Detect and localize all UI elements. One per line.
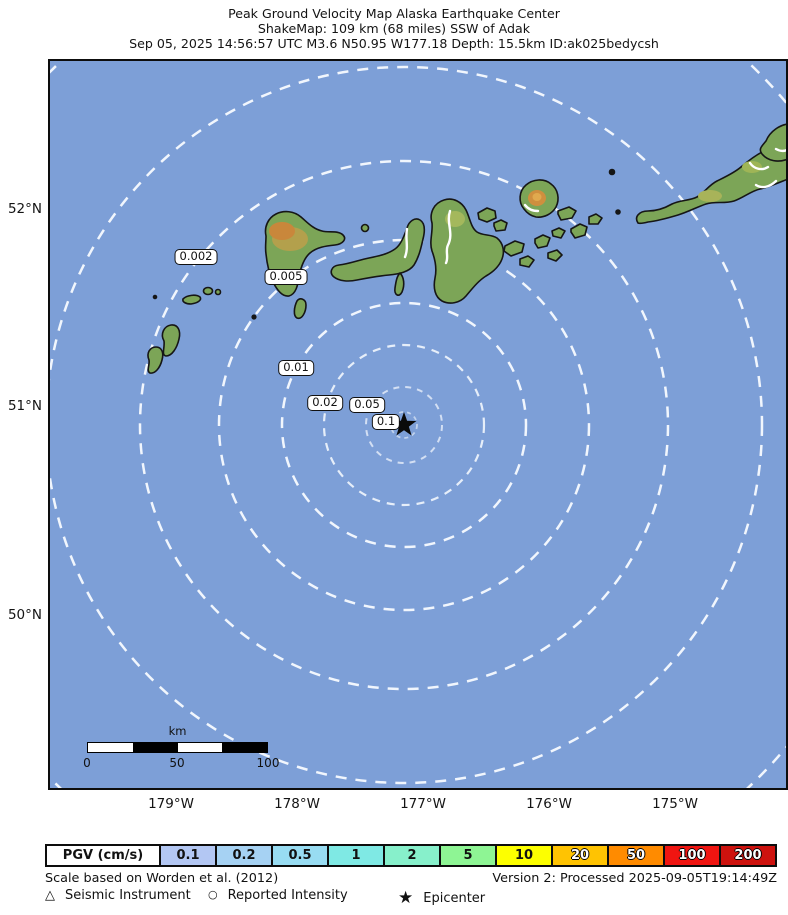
map-subtitle: ShakeMap: 109 km (68 miles) SSW of Adak <box>257 21 531 36</box>
island <box>202 286 214 296</box>
y-axis-tick-label: 52°N <box>7 201 42 217</box>
glacier-line <box>754 179 778 189</box>
map-canvas: 0.1 0.05 0.02 0.01 0.005 0.002 km 0 50 100 <box>48 59 788 790</box>
scale-bar <box>87 742 268 753</box>
island <box>519 255 535 268</box>
islet <box>152 294 158 300</box>
legend-title-cell: PGV (cm/s) <box>47 846 159 865</box>
pgv-contour-circle <box>50 61 786 788</box>
islet <box>360 223 370 233</box>
scalebar-unit-label: km <box>168 724 187 738</box>
scale-reference-note: Scale based on Worden et al. (2012) <box>45 871 279 886</box>
island <box>147 346 164 374</box>
epicenter-star <box>391 412 417 436</box>
pgv-legend-bar: PGV (cm/s) 0.1 0.2 0.5 1 2 5 10 20 50 100 200 <box>45 844 777 867</box>
island-corner <box>759 123 786 162</box>
x-axis-tick-label: 175°W <box>652 796 698 812</box>
island <box>293 298 307 320</box>
y-axis-tick-label: 50°N <box>7 607 42 623</box>
legend-bin: 10 <box>495 846 551 865</box>
pgv-contour-circle <box>322 343 486 507</box>
star-icon: ★ <box>398 888 414 908</box>
pgv-contours-layer <box>50 61 786 788</box>
island <box>547 249 563 262</box>
islet <box>608 168 616 176</box>
terrain-highland <box>269 222 295 240</box>
x-axis-tick-label: 177°W <box>400 796 446 812</box>
island <box>161 324 181 357</box>
legend-bin: 20 <box>551 846 607 865</box>
island <box>394 272 405 296</box>
terrain-highland <box>698 190 722 202</box>
scalebar-segment <box>177 743 223 752</box>
island <box>551 227 566 239</box>
island <box>493 219 508 232</box>
legend-bin: 1 <box>327 846 383 865</box>
glacier-line <box>403 227 409 259</box>
circle-icon: ○ <box>208 888 218 901</box>
legend-bin: 0.5 <box>271 846 327 865</box>
glacier-line <box>523 203 540 213</box>
map-graphics <box>50 61 786 788</box>
pgv-contour-circle <box>365 386 443 464</box>
island-kanaga <box>330 218 426 282</box>
legend-bin: 50 <box>607 846 663 865</box>
contour-value-label: 0.002 <box>174 249 218 265</box>
scalebar-tick-50: 50 <box>169 756 185 770</box>
legend-marker-reported: ○ Reported Intensity <box>208 888 348 903</box>
terrain-highland <box>532 193 542 201</box>
contour-value-label: 0.005 <box>264 269 308 285</box>
x-axis-tick-label: 176°W <box>526 796 572 812</box>
island <box>503 240 525 257</box>
scalebar-segment <box>132 743 178 752</box>
island <box>477 207 497 223</box>
islet <box>615 209 621 215</box>
legend-marker-seismic: △ Seismic Instrument <box>45 888 191 903</box>
pgv-contour-circle <box>50 65 764 785</box>
version-note: Version 2: Processed 2025-09-05T19:14:49… <box>492 871 777 886</box>
x-axis-tick-label: 179°W <box>148 796 194 812</box>
legend-bin: 2 <box>383 846 439 865</box>
legend-bin: 0.1 <box>159 846 215 865</box>
legend-bin: 0.2 <box>215 846 271 865</box>
marker-label: Seismic Instrument <box>65 888 191 903</box>
island <box>570 223 588 239</box>
contour-value-label: 0.01 <box>278 360 314 376</box>
map-title: Peak Ground Velocity Map Alaska Earthqua… <box>228 6 560 21</box>
contour-value-label: 0.05 <box>349 397 385 413</box>
x-axis-tick-label: 178°W <box>274 796 320 812</box>
scalebar-tick-100: 100 <box>256 756 280 770</box>
legend-bin: 100 <box>663 846 719 865</box>
event-info: Sep 05, 2025 14:56:57 UTC M3.6 N50.95 W1… <box>129 36 659 51</box>
scalebar-segment <box>88 743 133 752</box>
triangle-icon: △ <box>45 888 55 903</box>
title-block: Peak Ground Velocity Map Alaska Earthqua… <box>24 6 764 51</box>
marker-label: Reported Intensity <box>227 888 348 903</box>
legend-marker-epicenter: ★ Epicenter <box>398 888 485 908</box>
pgv-contour-circle <box>280 301 528 549</box>
pgv-contour-circle <box>138 159 670 691</box>
glacier-line <box>774 147 786 153</box>
pgv-contour-circle <box>217 238 591 612</box>
island <box>557 206 577 221</box>
islet <box>251 314 257 320</box>
legend-bin: 5 <box>439 846 495 865</box>
contour-value-label: 0.1 <box>371 414 401 430</box>
island <box>214 288 222 296</box>
scalebar-segment <box>222 743 267 752</box>
islands-layer <box>147 123 786 374</box>
island <box>534 234 551 249</box>
ocean: 0.1 0.05 0.02 0.01 0.005 0.002 km 0 50 100 <box>50 61 786 788</box>
glacier-line <box>748 161 770 171</box>
glacier-line <box>444 209 452 265</box>
y-axis-tick-label: 51°N <box>7 398 42 414</box>
contour-value-label: 0.02 <box>307 395 343 411</box>
scalebar-tick-0: 0 <box>83 756 91 770</box>
island <box>182 294 202 305</box>
island <box>588 213 603 225</box>
legend-bin: 200 <box>719 846 775 865</box>
marker-label: Epicenter <box>423 891 486 906</box>
